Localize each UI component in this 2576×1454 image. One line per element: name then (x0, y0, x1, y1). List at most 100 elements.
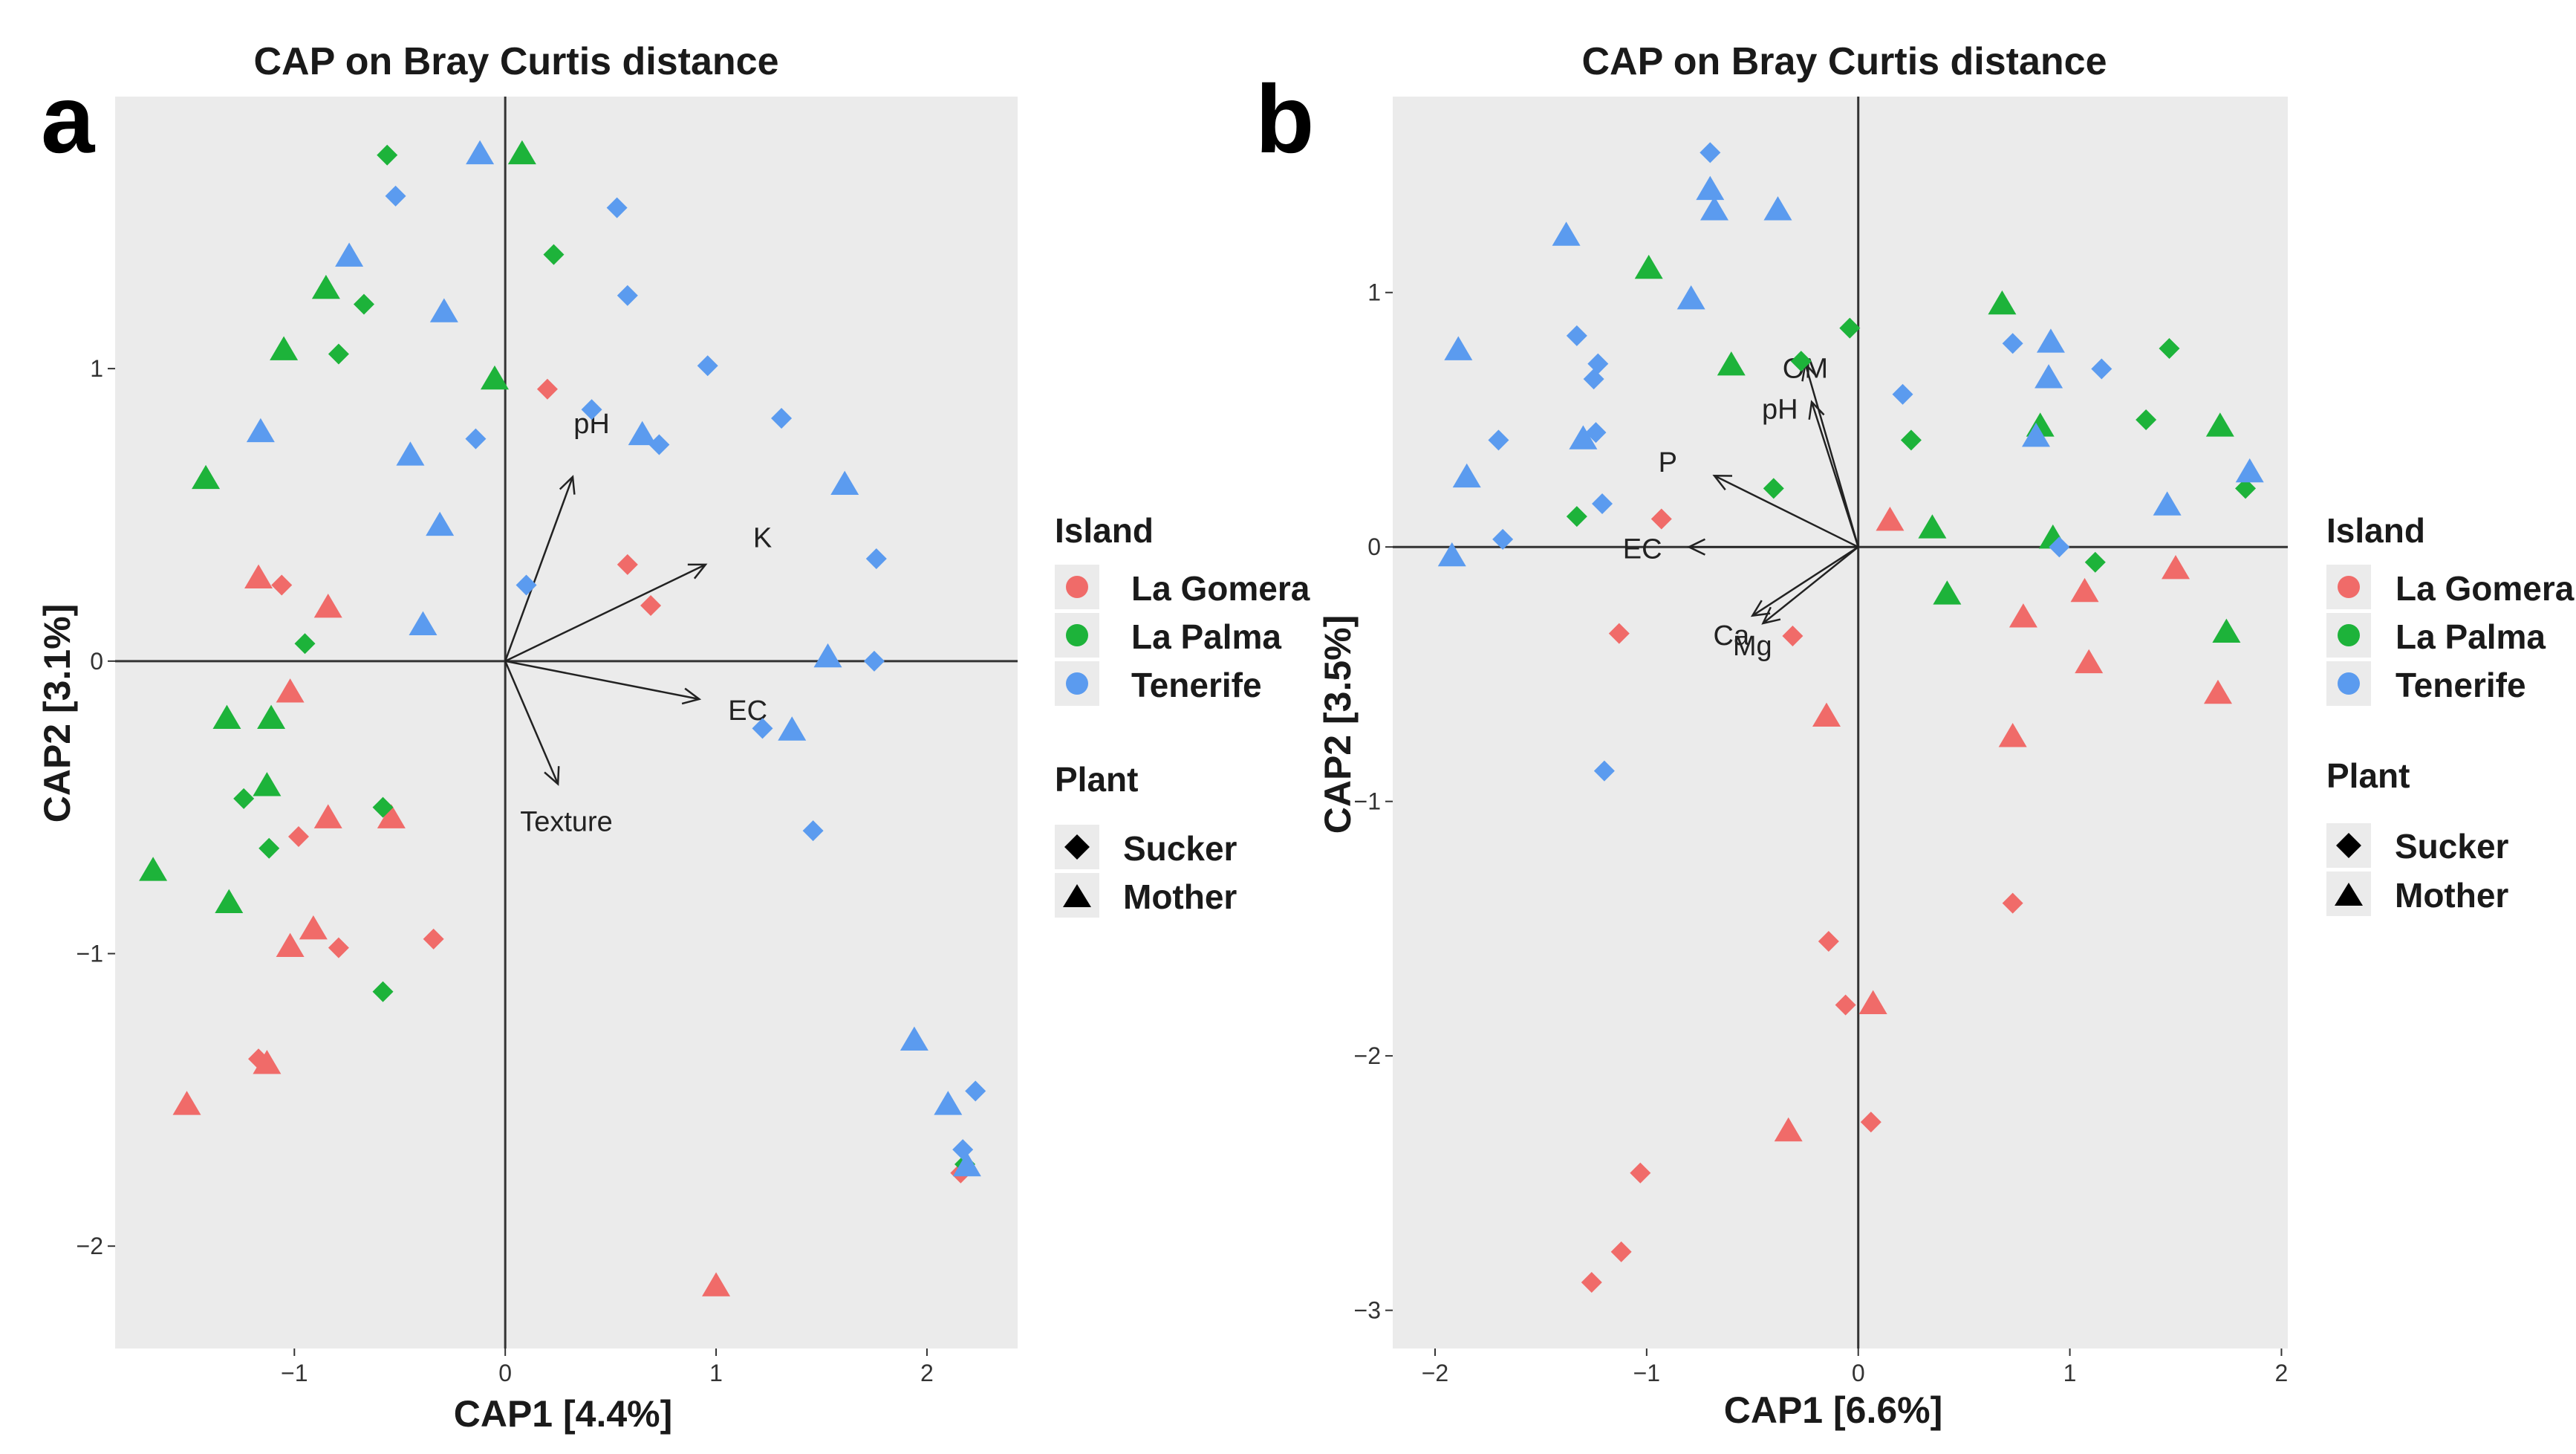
point-la-gomera-mother (1998, 723, 2027, 747)
legend-la-palma-key (2338, 624, 2360, 646)
panel-a-y-axis-title: CAP2 [3.1%] (36, 604, 78, 823)
point-la-palma-mother (1918, 514, 1947, 539)
panel-a-legend-island-title: Island (1055, 511, 1154, 550)
point-tenerife-sucker (752, 718, 773, 739)
point-tenerife-sucker (1566, 325, 1587, 346)
vector-om-arrow (1804, 363, 1859, 548)
point-tenerife-mother (1676, 285, 1705, 310)
point-tenerife-sucker (2091, 358, 2112, 380)
point-la-palma-sucker (233, 788, 255, 809)
point-tenerife-mother (830, 470, 859, 496)
vector-ca-label: Ca (1714, 620, 1750, 652)
point-tenerife-sucker (617, 285, 638, 306)
legend-mother-key (2335, 883, 2363, 906)
y-tick-label: 0 (90, 648, 103, 675)
point-la-gomera-mother (1774, 1117, 1803, 1142)
point-tenerife-sucker (465, 428, 487, 449)
panel-a-letter: a (41, 65, 96, 173)
point-la-gomera-sucker (1782, 626, 1803, 647)
panel-b-plot-background (1393, 97, 2288, 1348)
point-la-palma-sucker (353, 293, 374, 315)
point-tenerife-sucker (581, 399, 602, 421)
point-la-gomera-sucker (287, 826, 309, 848)
point-tenerife-mother (900, 1026, 928, 1051)
legend-la-palma-key (1066, 624, 1088, 646)
point-tenerife-sucker (1700, 142, 1721, 163)
x-tick-label: 1 (709, 1360, 723, 1386)
panel-a-legend-tenerife-label: Tenerife (1131, 666, 1262, 704)
point-la-palma-mother (311, 274, 340, 299)
point-tenerife-mother (2153, 491, 2182, 516)
legend-la-gomera-key (2338, 576, 2360, 598)
point-la-palma-mother (215, 889, 244, 913)
point-tenerife-mother (335, 242, 364, 267)
point-la-gomera-sucker (1581, 1271, 1602, 1293)
vector-ph-arrowhead (1808, 400, 1825, 420)
panel-b-legend-plant-title: Plant (2326, 756, 2410, 795)
vector-texture-label: Texture (520, 806, 613, 837)
point-la-palma-sucker (1839, 317, 1861, 339)
point-la-palma-sucker (377, 144, 398, 166)
panel-a-ticks: −1 0 1 2 −2 −1 0 1 (77, 355, 934, 1386)
panel-b-x-axis-title: CAP1 [6.6%] (1724, 1389, 1943, 1431)
legend-mother-key (1063, 884, 1091, 907)
legend-tenerife-key (1066, 672, 1088, 695)
x-tick-label: 0 (498, 1360, 512, 1386)
x-tick-label: 0 (1852, 1360, 1865, 1386)
y-tick-label: −2 (77, 1233, 103, 1259)
point-tenerife-sucker (697, 355, 718, 377)
x-tick-label: 2 (2275, 1360, 2289, 1386)
point-la-gomera-mother (2070, 577, 2099, 603)
point-tenerife-sucker (865, 548, 887, 570)
point-la-palma-mother (139, 857, 168, 881)
point-tenerife-mother (1696, 175, 1725, 201)
point-la-palma-sucker (2235, 478, 2257, 499)
point-la-gomera-sucker (1630, 1162, 1651, 1184)
point-la-gomera-mother (313, 593, 342, 618)
legend-la-gomera-key (1066, 576, 1088, 598)
point-la-gomera-sucker (1860, 1111, 1881, 1133)
point-la-palma-mother (1933, 580, 1962, 605)
y-tick-label: −1 (1354, 788, 1381, 815)
panel-a-legend: Island La Gomera La Palma Tenerife Plant… (1055, 511, 1310, 918)
point-la-gomera-mother (253, 1050, 282, 1074)
panel-a-points (139, 140, 986, 1296)
point-tenerife-mother (813, 643, 842, 668)
point-tenerife-sucker (2049, 536, 2070, 558)
panel-a-x-axis-title: CAP1 [4.4%] (454, 1393, 673, 1435)
legend-sucker-key (1064, 834, 1090, 860)
panel-b-letter: b (1255, 65, 1314, 173)
point-tenerife-sucker (2002, 333, 2023, 354)
panel-b-legend-tenerife-label: Tenerife (2396, 666, 2526, 704)
vector-ph-arrowhead (559, 475, 576, 495)
point-tenerife-mother (1437, 542, 1466, 567)
point-tenerife-mother (429, 298, 458, 322)
point-tenerife-sucker (1587, 353, 1609, 374)
vector-mg-arrowhead (1761, 606, 1781, 625)
point-la-gomera-sucker (617, 554, 638, 575)
point-la-palma-mother (253, 772, 282, 796)
vector-texture-arrowhead (544, 766, 560, 786)
point-tenerife-sucker (606, 197, 628, 218)
point-la-palma-sucker (543, 244, 565, 265)
vector-ca-arrow (1752, 546, 1859, 617)
panel-b-legend-sucker-label: Sucker (2395, 827, 2509, 866)
point-tenerife-mother (1452, 463, 1481, 488)
point-la-gomera-sucker (1650, 508, 1672, 530)
point-la-palma-sucker (2159, 338, 2180, 360)
x-tick-label: 1 (2063, 1360, 2077, 1386)
point-la-gomera-mother (276, 678, 305, 703)
point-la-gomera-sucker (271, 574, 293, 596)
vector-ec-arrow (504, 660, 700, 701)
panel-b-legend-island-title: Island (2326, 511, 2425, 550)
point-la-gomera-sucker (2002, 892, 2023, 914)
point-tenerife-mother (934, 1091, 963, 1115)
point-tenerife-mother (1552, 221, 1581, 246)
point-la-gomera-sucker (640, 595, 662, 617)
x-tick-label: 2 (920, 1360, 934, 1386)
point-la-palma-mother (270, 336, 299, 360)
legend-sucker-key (2336, 833, 2361, 858)
point-tenerife-sucker (771, 408, 793, 429)
point-la-gomera-sucker (536, 378, 558, 400)
panel-b-legend-la-gomera-label: La Gomera (2396, 569, 2575, 608)
